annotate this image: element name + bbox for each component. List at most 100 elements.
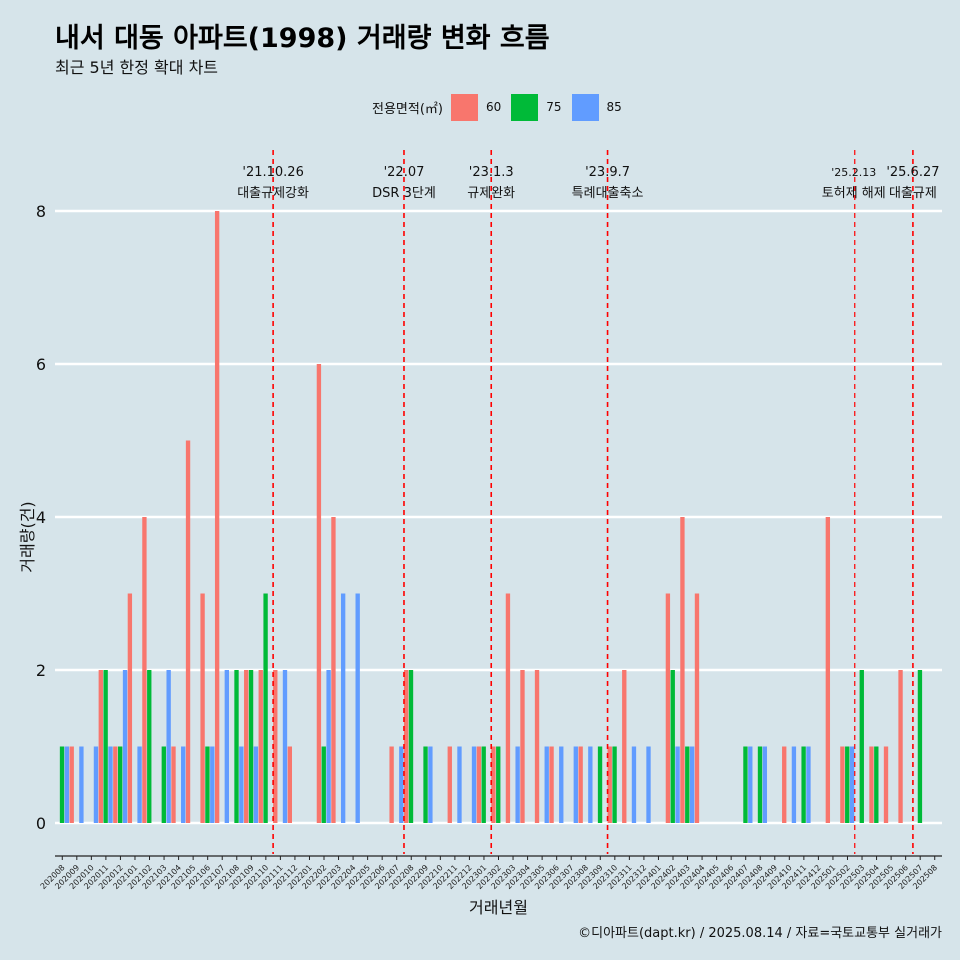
bar-85-202402 [675, 746, 680, 823]
bar-60-202202 [316, 364, 322, 823]
bar-60-202301 [476, 746, 482, 823]
event-name-label: 대출규제강화 [237, 186, 309, 201]
event-date-label: '21.10.26 [242, 165, 303, 180]
bar-60-202011 [98, 670, 103, 823]
bar-60-202501 [825, 517, 831, 823]
legend-swatch-75 [511, 93, 539, 121]
bar-85-202008 [64, 746, 70, 823]
bar-60-202211 [447, 746, 452, 823]
bar-60-202101 [127, 593, 133, 823]
bar-75-202110 [263, 593, 268, 823]
bar-60-202112 [287, 746, 293, 823]
legend-label-85: 85 [606, 100, 622, 114]
bar-75-202407 [743, 746, 748, 823]
bar-75-202403 [685, 746, 690, 823]
event-name-label: DSR 3단계 [372, 186, 436, 201]
bar-75-202012 [118, 746, 123, 823]
bar-60-202208 [403, 670, 409, 823]
bar-60-202304 [520, 670, 525, 823]
bar-85-202010 [93, 746, 99, 823]
bar-85-202403 [689, 746, 695, 823]
bar-85-202202 [326, 670, 331, 823]
event-date-label: '23.1.3 [469, 165, 514, 180]
bar-75-202411 [801, 746, 806, 823]
bar-60-202110 [258, 670, 263, 823]
event-date-label: '25.6.27 [886, 165, 939, 180]
y-tick-label: 6 [36, 355, 46, 374]
bar-85-202303 [515, 746, 520, 823]
bar-60-202111 [273, 670, 278, 823]
source-caption: ©디아파트(dapt.kr) / 2025.08.14 / 자료=국토교통부 실… [578, 926, 942, 941]
bar-85-202305 [544, 746, 549, 823]
chart-title: 내서 대동 아파트(1998) 거래량 변화 흐름 [55, 23, 550, 54]
bar-85-202408 [762, 746, 768, 823]
bar-75-202106 [205, 746, 210, 823]
bar-60-202009 [69, 746, 74, 823]
y-tick-label: 8 [36, 202, 46, 221]
legend-title: 전용면적(㎡) [372, 101, 443, 117]
legend: 전용면적(㎡) 60 75 85 [372, 92, 632, 122]
bar-60-202504 [869, 746, 874, 823]
bar-60-202402 [665, 593, 671, 823]
bar-75-202301 [481, 746, 486, 823]
bar-75-202209 [423, 746, 428, 823]
bar-85-202109 [253, 746, 259, 823]
y-axis-title: 거래량(건) [18, 501, 37, 572]
bar-85-202306 [559, 746, 564, 823]
bar-60-202106 [200, 593, 205, 823]
bar-75-202309 [597, 746, 603, 823]
event-name-label: 특례대출축소 [572, 186, 644, 201]
bar-85-202307 [573, 746, 578, 823]
legend-item-75: 75 [511, 93, 565, 121]
bar-60-202308 [578, 746, 583, 823]
bar-60-202306 [549, 746, 554, 823]
bar-60-202506 [898, 670, 903, 823]
y-tick-label: 4 [36, 508, 46, 527]
y-tick-label: 0 [36, 814, 46, 833]
bar-75-202008 [59, 746, 65, 823]
bar-75-202408 [757, 746, 763, 823]
legend-swatch-60 [450, 93, 478, 121]
bar-85-202212 [471, 746, 477, 823]
bar-60-202305 [534, 670, 540, 823]
bar-75-202102 [147, 670, 152, 823]
bar-60-202310 [607, 746, 612, 823]
bar-60-202107 [214, 211, 220, 823]
bar-75-202502 [845, 746, 850, 823]
bar-60-202109 [244, 670, 249, 823]
bar-75-202402 [670, 670, 675, 823]
bar-60-202502 [840, 746, 845, 823]
bar-85-202407 [748, 746, 753, 823]
bar-85-202411 [806, 746, 811, 823]
bar-75-202507 [917, 670, 923, 823]
bar-85-202011 [108, 746, 113, 823]
y-tick-label: 2 [36, 661, 46, 680]
bar-75-202208 [408, 670, 414, 823]
bar-60-202207 [389, 746, 394, 823]
bar-60-202410 [782, 746, 787, 823]
bar-60-202102 [142, 517, 147, 823]
bar-60-202104 [171, 746, 176, 823]
bar-85-202107 [224, 670, 229, 823]
bar-85-202308 [588, 746, 593, 823]
bar-85-202410 [791, 746, 797, 823]
bar-75-202504 [874, 746, 879, 823]
bar-75-202109 [248, 670, 254, 823]
bar-85-202311 [631, 746, 637, 823]
event-date-label: '25.2.13 [831, 166, 876, 179]
legend-item-85: 85 [571, 93, 626, 121]
bar-60-202403 [680, 517, 685, 823]
bar-85-202108 [239, 746, 244, 823]
event-name-label: 토허제 해제 [822, 186, 886, 201]
bar-60-202302 [491, 746, 496, 823]
bar-85-202012 [122, 670, 128, 823]
bar-60-202311 [622, 670, 627, 823]
bar-85-202207 [399, 746, 404, 823]
bar-85-202203 [340, 593, 346, 823]
bar-75-202310 [612, 746, 617, 823]
event-date-label: '23.9.7 [585, 165, 630, 180]
chart-subtitle: 최근 5년 한정 확대 차트 [55, 58, 219, 77]
bar-60-202203 [331, 517, 336, 823]
bar-85-202111 [282, 670, 288, 823]
bar-60-202105 [185, 440, 191, 823]
